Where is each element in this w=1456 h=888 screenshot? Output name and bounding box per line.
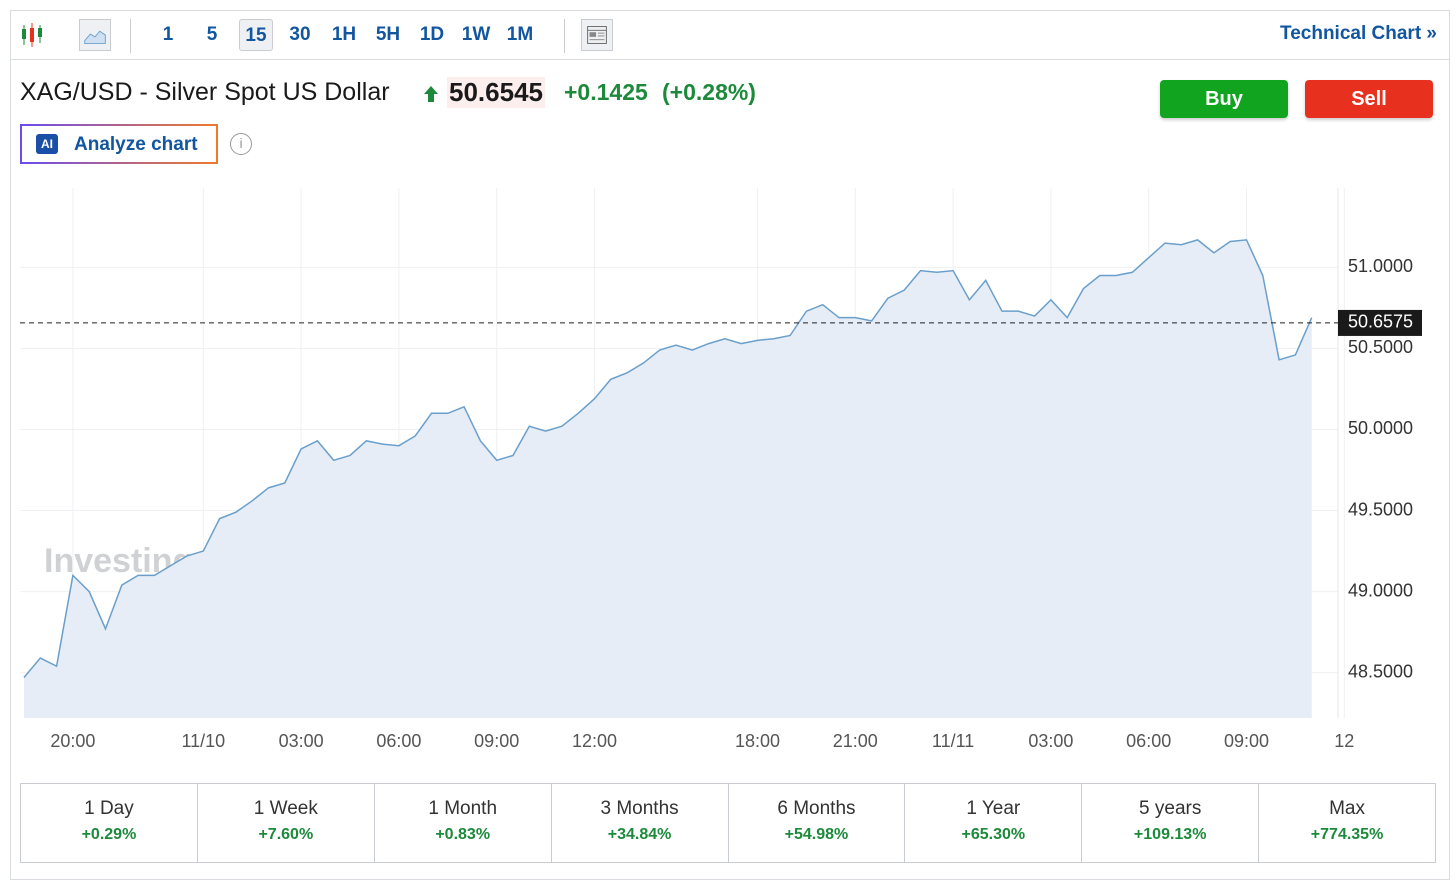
ai-badge: AI — [36, 134, 58, 154]
performance-cell[interactable]: 1 Week +7.60% — [196, 784, 374, 862]
area-icon[interactable] — [79, 19, 111, 51]
y-tick-label: 49.0000 — [1348, 580, 1413, 600]
up-arrow — [424, 86, 438, 102]
performance-cell[interactable]: 6 Months +54.98% — [727, 784, 905, 862]
price: 50.6545 — [447, 77, 545, 108]
analyze-label: Analyze chart — [74, 134, 198, 155]
x-tick-label: 03:00 — [1028, 731, 1073, 751]
period-label: 1 Year — [966, 798, 1021, 819]
info-icon[interactable]: i — [230, 133, 252, 155]
period-label: 5 years — [1139, 798, 1202, 819]
price-line — [23, 239, 1313, 678]
x-tick-label: 11/11 — [932, 731, 974, 751]
period-label: 6 Months — [777, 798, 856, 819]
sell-button[interactable]: Sell — [1305, 80, 1433, 118]
interval-button[interactable]: 5 — [206, 24, 218, 45]
y-tick-label: 49.5000 — [1348, 499, 1413, 519]
buy-button[interactable]: Buy — [1160, 80, 1288, 118]
period-label: 3 Months — [600, 798, 679, 819]
period-label: 1 Day — [84, 798, 134, 819]
x-tick-label: 09:00 — [474, 731, 519, 751]
x-tick-label: 06:00 — [1126, 731, 1171, 751]
period-label: 1 Month — [428, 798, 498, 819]
y-tick-label: 50.5000 — [1348, 337, 1413, 357]
symbol-name: XAG/USD - Silver Spot US Dollar — [20, 78, 390, 106]
performance-table: 1 Day +0.29% 1 Week +7.60% 1 Month +0.83% 3 Mo… — [20, 783, 1436, 863]
period-change: +7.60% — [258, 826, 314, 843]
toolbar: 1 5 15 30 1H 5H 1D 1W 1M Technical Chart » — [11, 11, 1449, 60]
x-tick-label: 12:00 — [572, 731, 617, 751]
period-label: 1 Week — [253, 798, 318, 819]
period-change: +774.35% — [1310, 826, 1384, 843]
performance-cell[interactable]: 5 years +109.13% — [1081, 784, 1258, 862]
x-tick-label: 20:00 — [50, 731, 95, 751]
period-change: +109.13% — [1133, 826, 1207, 843]
y-tick-label: 50.0000 — [1348, 418, 1413, 438]
area-fill — [24, 239, 1312, 718]
period-change: +0.83% — [435, 826, 491, 843]
period-change: +0.29% — [81, 826, 137, 843]
interval-button[interactable]: 1H — [331, 24, 357, 45]
technical-chart-link[interactable]: Technical Chart » — [1280, 23, 1437, 44]
interval-button[interactable]: 1 — [162, 24, 174, 45]
last-price-box — [1338, 309, 1422, 336]
performance-cell[interactable]: 1 Year +65.30% — [904, 784, 1081, 862]
interval-button[interactable]: 30 — [289, 24, 311, 45]
x-tick-label: 21:00 — [833, 731, 878, 751]
y-tick-label: 51.0000 — [1348, 256, 1413, 276]
x-tick-label: 06:00 — [376, 731, 421, 751]
period-change: +65.30% — [961, 826, 1026, 843]
widget: 1 5 15 30 1H 5H 1D 1W 1M Technical Chart » XAG/U… — [10, 10, 1450, 880]
x-tick-label: 03:00 — [279, 731, 324, 751]
period-change: +34.84% — [607, 826, 672, 843]
period-label: Max — [1329, 798, 1366, 819]
performance-cell[interactable]: 1 Month +0.83% — [373, 784, 551, 862]
candlestick-icon[interactable] — [17, 19, 49, 51]
period-change: +54.98% — [784, 826, 849, 843]
x-tick-label: 12 — [1334, 731, 1354, 751]
change-percent: (+0.28%) — [662, 79, 756, 105]
interval-button[interactable]: 5H — [375, 24, 401, 45]
x-tick-label: 18:00 — [735, 731, 780, 751]
performance-cell[interactable]: 1 Day +0.29% — [21, 784, 197, 862]
separator — [130, 19, 131, 53]
interval-button[interactable]: 1W — [461, 24, 491, 45]
performance-cell[interactable]: 3 Months +34.84% — [550, 784, 728, 862]
x-tick-label: 11/10 — [181, 731, 225, 751]
change: +0.1425 — [564, 79, 648, 105]
separator — [564, 19, 565, 53]
interval-button[interactable]: 1M — [506, 24, 534, 45]
last-price-label: 50.6575 — [1348, 312, 1413, 332]
y-tick-label: 48.5000 — [1348, 661, 1413, 681]
layout-icon[interactable] — [581, 19, 613, 51]
interval-bar: 1 5 15 30 1H 5H 1D 1W 1M — [151, 19, 537, 51]
interval-button[interactable]: 1D — [419, 24, 445, 45]
performance-cell[interactable]: Max +774.35% — [1258, 784, 1435, 862]
interval-button[interactable]: 15 — [239, 19, 273, 51]
x-tick-label: 09:00 — [1224, 731, 1269, 751]
analyze-button[interactable]: AI Analyze chart — [20, 124, 218, 164]
